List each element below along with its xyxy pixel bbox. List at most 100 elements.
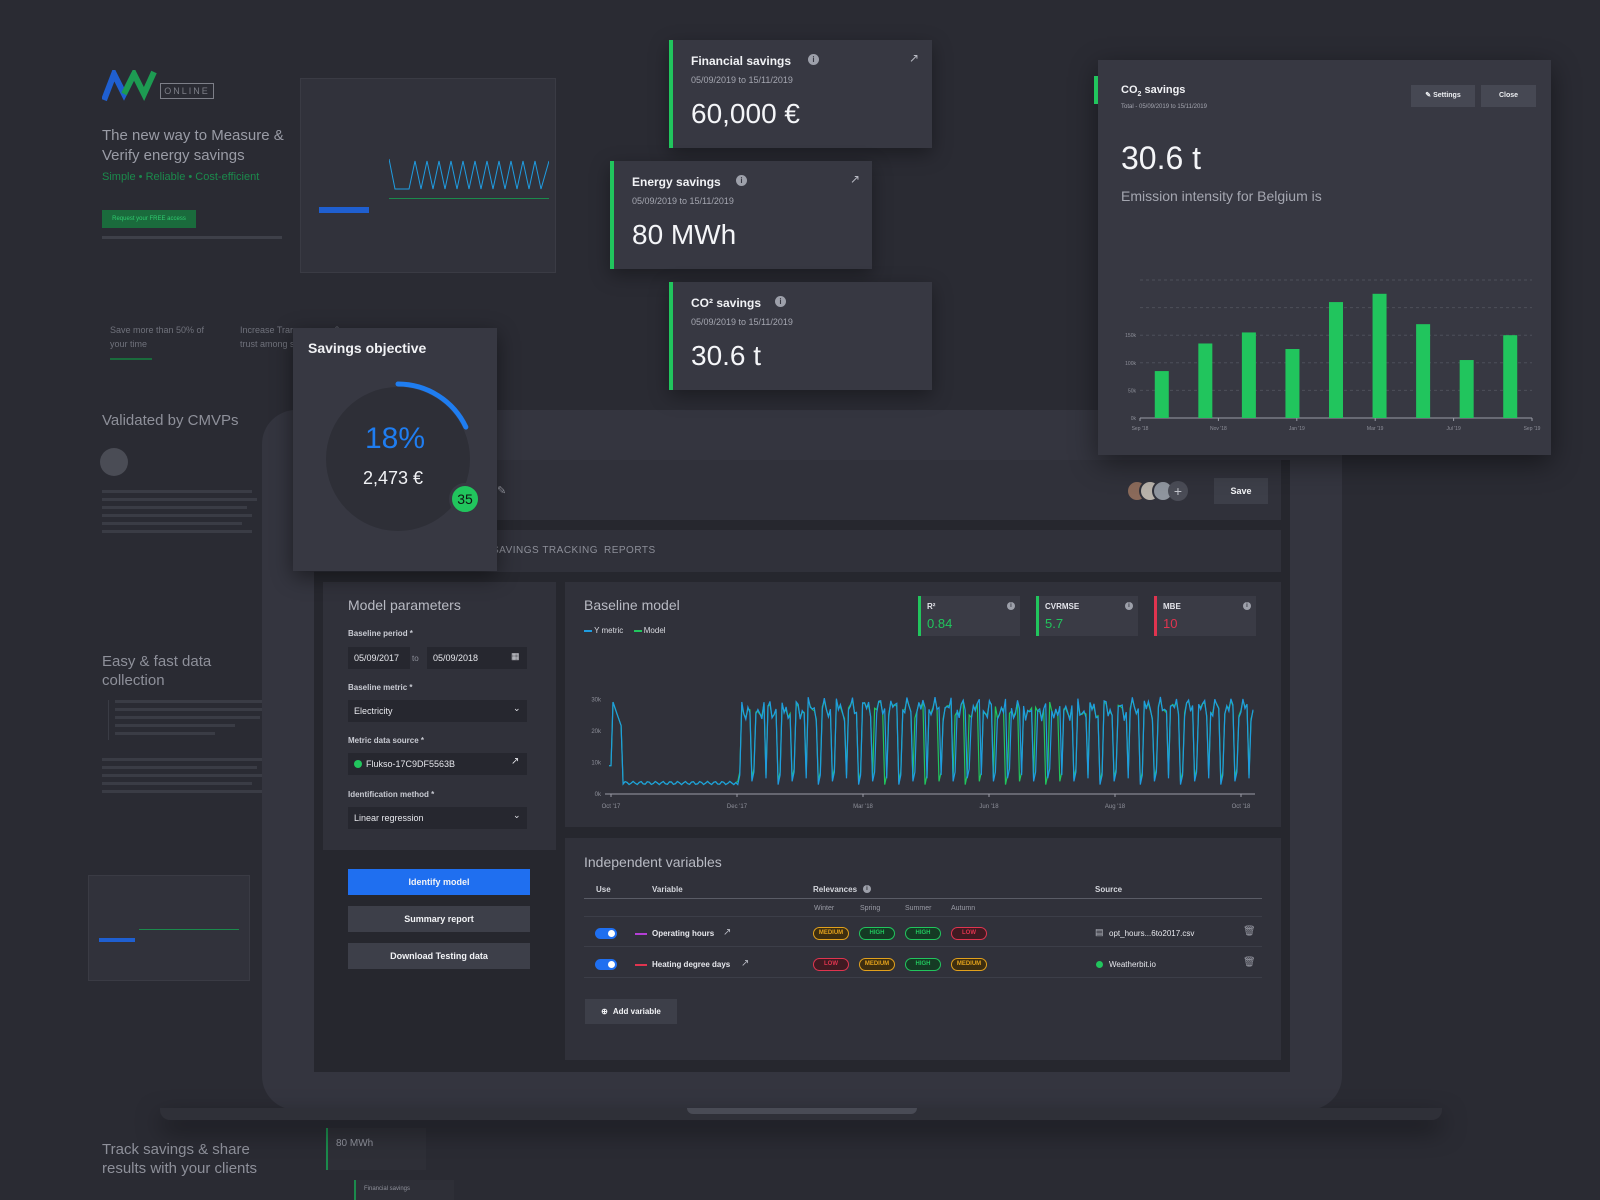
metric-mbe: MBE i 10 [1154,596,1256,636]
trash-icon[interactable]: 🗑 [1243,957,1256,968]
hero-fine-print [102,236,282,239]
financial-savings-card[interactable]: Financial savings i ↗ 05/09/2019 to 15/1… [669,40,932,148]
baseline-model-panel: Baseline model Y metric Model R² i 0.84 … [565,582,1281,827]
baseline-line-chart: 0k 10k 20k 30k Oct '17 Dec '17 Mar '18 Jun '18 A… [591,696,1255,810]
x-tick-label: Aug '18 [1105,804,1126,810]
card-value: 60,000 € [691,98,800,129]
bar [1329,302,1343,418]
use-toggle[interactable] [595,959,617,970]
method-select[interactable]: Linear regression [348,807,527,829]
info-icon[interactable]: i [1007,602,1015,610]
chart-legend: Y metric Model [584,626,666,635]
calendar-icon[interactable]: ▦ [511,651,520,661]
period-start-input[interactable]: 05/09/2017 [348,647,410,669]
mv-logo-icon [102,70,157,102]
x-tick-label: Jun '18 [979,804,999,810]
relevance-pill: MEDIUM [859,958,895,971]
feature-trust: Increase Transparency & trust among stak… [240,325,342,349]
bar [1503,335,1518,418]
panel-accent [1094,76,1098,104]
tab-savings-tracking[interactable]: SAVINGS TRACKING [492,545,598,556]
add-variable-button[interactable]: ⊕ Add variable [585,999,677,1024]
hero-tagline: Simple • Reliable • Cost-efficient [102,171,260,183]
col-variable: Variable [652,885,683,894]
file-icon: ▤ [1095,927,1104,937]
x-tick-label: Oct '18 [1232,804,1251,810]
bar [1372,293,1387,418]
period-end-input[interactable]: 05/09/2018 [427,647,527,669]
legend-swatch-model [633,629,642,632]
y-tick-label: 30k [591,698,602,704]
hero-title: The new way to Measure & Verify energy s… [102,127,284,164]
info-icon[interactable]: i [1243,602,1251,610]
bar [1416,324,1431,418]
co2-title-main: CO [1121,84,1138,96]
card-dates: 05/09/2019 to 15/11/2019 [632,196,734,206]
gauge-face [326,387,470,531]
objective-title: Savings objective [308,340,427,356]
data-source-label: Metric data source * [348,736,425,745]
variable-source[interactable]: Weatherbit.io [1109,960,1156,969]
close-button[interactable]: Close [1481,85,1536,107]
external-link-icon[interactable]: ↗ [850,172,861,186]
save-button[interactable]: Save [1214,478,1268,504]
settings-button[interactable]: ✎ Settings [1411,85,1475,107]
summary-report-button[interactable]: Summary report [348,906,530,932]
y-tick-label: 20k [591,729,602,735]
variable-source[interactable]: opt_hours...6to2017.csv [1109,929,1195,938]
x-tick-label: Mar '19 [1367,426,1384,432]
bar [1241,332,1256,418]
baseline-period-label: Baseline period * [348,629,413,638]
info-icon[interactable]: i [1125,602,1133,610]
edit-icon[interactable]: ✎ [497,485,507,497]
col-use: Use [596,885,611,894]
source-status-dot [354,760,362,768]
logo-badge: ONLINE [160,83,214,99]
co2-title: CO2 savings [1121,84,1185,98]
validated-heading: Validated by CMVPs [102,412,239,429]
external-link-icon[interactable]: ↗ [741,958,750,969]
y-tick-label: 10k [591,761,602,767]
independent-variables-panel: Independent variables Use Variable Relev… [565,838,1281,1060]
co2-savings-panel: CO2 savings Total - 05/09/2019 to 15/11/… [1094,60,1551,455]
y-tick-label: 150k [1125,333,1136,339]
request-access-button[interactable]: Request your FREE access [102,210,196,228]
trash-icon[interactable]: 🗑 [1243,926,1256,937]
variable-color-swatch [635,933,647,935]
x-tick-label: Dec '17 [727,804,748,810]
legend-y-metric: Y metric [594,626,624,635]
card-value: 80 MWh [632,219,737,250]
bar [1198,343,1213,418]
savings-objective-card: Savings objective 18% 2,473 € 35 [293,328,497,571]
use-toggle[interactable] [595,928,617,939]
series-y-metric-line [609,696,1254,786]
col-source: Source [1095,885,1123,894]
period-to-label: to [412,654,419,663]
info-icon[interactable]: i [736,175,747,186]
track-heading: Track savings & share results with your … [102,1141,258,1177]
gauge-progress-arc [395,381,469,430]
info-icon[interactable]: i [863,885,871,893]
tab-reports[interactable]: REPORTS [604,545,656,556]
add-collaborator-icon[interactable]: + [1168,481,1188,501]
info-icon[interactable]: i [775,296,786,307]
metric-name: R² [927,602,936,611]
x-tick-label: Mar '18 [853,804,873,810]
external-link-icon[interactable]: ↗ [511,756,520,767]
baseline-metric-select[interactable]: Electricity [348,700,527,722]
energy-savings-card[interactable]: Energy savings i ↗ 05/09/2019 to 15/11/2… [610,161,872,269]
variable-name: Heating degree days [652,960,731,969]
identify-model-button[interactable]: Identify model [348,869,530,895]
external-link-icon[interactable]: ↗ [909,51,920,65]
baseline-title: Baseline model [584,597,680,613]
info-icon[interactable]: i [808,54,819,65]
season-winter: Winter [814,905,835,912]
download-testing-data-button[interactable]: Download Testing data [348,943,530,969]
data-source-value: Flukso-17C9DF5563B [366,759,456,769]
data-source-field[interactable]: Flukso-17C9DF5563B [348,753,527,775]
y-tick-label: 0k [595,792,602,798]
external-link-icon[interactable]: ↗ [723,927,732,938]
variable-name: Operating hours [652,929,715,938]
relevance-pill: HIGH [905,958,941,971]
co2-savings-card[interactable]: CO² savings i 05/09/2019 to 15/11/2019 3… [669,282,932,390]
